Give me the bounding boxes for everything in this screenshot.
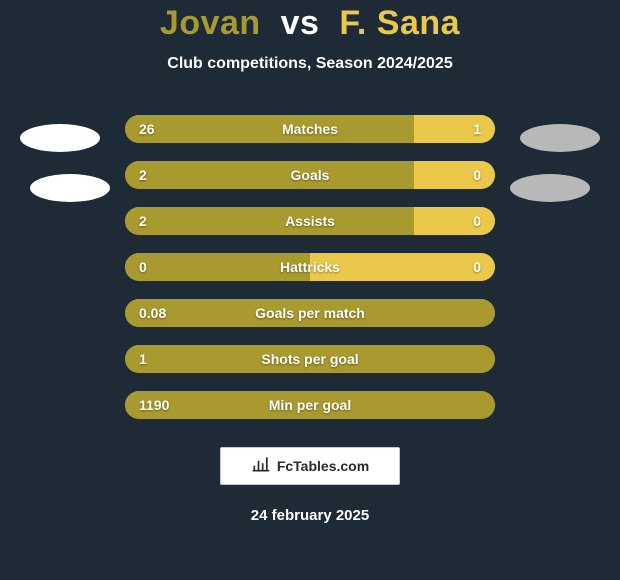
source-badge: FcTables.com (220, 447, 400, 485)
date-label: 24 february 2025 (251, 507, 369, 524)
page-title: Jovan vs F. Sana (160, 4, 460, 43)
stat-label: Matches (282, 121, 338, 137)
stat-row: 0 Hattricks 0 (125, 253, 495, 281)
title-player1: Jovan (160, 4, 261, 42)
stat-value-left: 1 (139, 351, 147, 367)
stat-value-left: 1190 (139, 397, 169, 413)
stat-row: 1190 Min per goal (125, 391, 495, 419)
player2-marker-top (520, 124, 600, 152)
stat-value-right: 1 (473, 121, 481, 137)
bar-fill-right (414, 115, 495, 143)
stat-label: Hattricks (280, 259, 340, 275)
bar-fill-left (125, 115, 414, 143)
comparison-card: Jovan vs F. Sana Club competitions, Seas… (0, 0, 620, 580)
bar-fill-left (125, 161, 414, 189)
source-badge-text: FcTables.com (277, 458, 369, 474)
stat-row: 0.08 Goals per match (125, 299, 495, 327)
stat-label: Assists (285, 213, 335, 229)
title-vs: vs (281, 4, 320, 42)
stat-label: Min per goal (269, 397, 351, 413)
stat-row: 2 Assists 0 (125, 207, 495, 235)
stat-value-right: 0 (473, 167, 481, 183)
stat-value-right: 0 (473, 213, 481, 229)
bar-chart-icon (251, 454, 271, 479)
stat-row: 2 Goals 0 (125, 161, 495, 189)
title-player2: F. Sana (339, 4, 460, 42)
player1-marker-bottom (30, 174, 110, 202)
player1-marker-top (20, 124, 100, 152)
subtitle: Club competitions, Season 2024/2025 (167, 55, 452, 73)
bar-fill-right (414, 161, 495, 189)
bar-fill-left (125, 207, 414, 235)
bar-fill-right (414, 207, 495, 235)
stat-row: 1 Shots per goal (125, 345, 495, 373)
stat-value-left: 2 (139, 167, 147, 183)
stat-value-left: 26 (139, 121, 155, 137)
stat-label: Goals per match (255, 305, 365, 321)
stat-value-left: 0 (139, 259, 147, 275)
stat-value-left: 0.08 (139, 305, 166, 321)
stat-label: Goals (291, 167, 330, 183)
stat-value-right: 0 (473, 259, 481, 275)
stat-row: 26 Matches 1 (125, 115, 495, 143)
stat-label: Shots per goal (261, 351, 358, 367)
stat-value-left: 2 (139, 213, 147, 229)
stat-bars: 26 Matches 1 2 Goals 0 2 Assists 0 0 Hattricks 0 0.0… (0, 115, 620, 419)
player2-marker-bottom (510, 174, 590, 202)
